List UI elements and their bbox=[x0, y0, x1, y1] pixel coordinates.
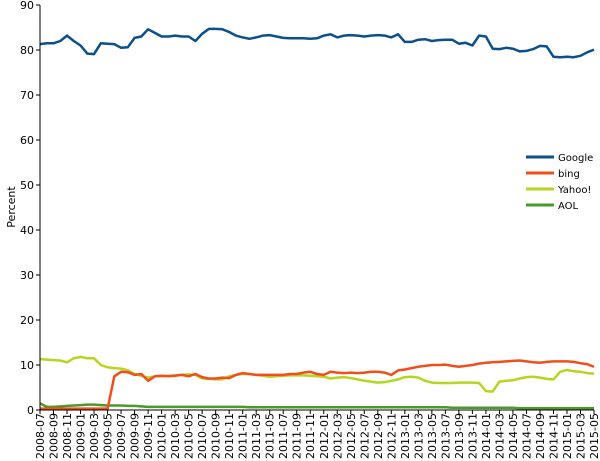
x-tick-label: 2010-07 bbox=[196, 413, 209, 459]
x-tick-label: 2013-05 bbox=[426, 413, 439, 459]
x-tick-label: 2011-05 bbox=[264, 413, 277, 459]
x-tick-label: 2012-01 bbox=[318, 413, 331, 459]
x-tick-label: 2012-09 bbox=[372, 413, 385, 459]
x-tick-label: 2009-03 bbox=[88, 413, 101, 459]
series-line bbox=[39, 402, 594, 410]
y-tick-label: 10 bbox=[20, 359, 34, 372]
x-tick-label: 2010-11 bbox=[223, 413, 236, 459]
x-tick-label: 2015-05 bbox=[588, 413, 600, 459]
y-axis-label: Percent bbox=[5, 186, 18, 228]
x-tick-label: 2011-11 bbox=[304, 413, 317, 459]
legend-label: Google bbox=[558, 153, 593, 164]
y-tick-label: 40 bbox=[20, 224, 34, 237]
y-tick-label: 30 bbox=[20, 269, 34, 282]
y-tick-label: 20 bbox=[20, 314, 34, 327]
x-tick-label: 2009-07 bbox=[115, 413, 128, 459]
x-tick-label: 2011-07 bbox=[277, 413, 290, 459]
y-tick-label: 80 bbox=[20, 44, 34, 57]
x-tick-label: 2011-09 bbox=[291, 413, 304, 459]
x-tick-label: 2012-07 bbox=[358, 413, 371, 459]
x-tick-label: 2014-05 bbox=[507, 413, 520, 459]
legend-label: Yahoo! bbox=[557, 185, 591, 196]
x-tick-label: 2012-11 bbox=[385, 413, 398, 459]
x-tick-label: 2014-07 bbox=[520, 413, 533, 459]
series-line bbox=[39, 27, 595, 59]
x-tick-label: 2013-09 bbox=[453, 413, 466, 459]
x-tick-label: 2011-03 bbox=[250, 413, 263, 459]
x-tick-label: 2010-01 bbox=[156, 413, 169, 459]
y-tick-label: 50 bbox=[20, 179, 34, 192]
x-tick-label: 2010-09 bbox=[210, 413, 223, 459]
x-tick-label: 2013-07 bbox=[439, 413, 452, 459]
x-tick-label: 2015-03 bbox=[574, 413, 587, 459]
y-tick-label: 70 bbox=[20, 89, 34, 102]
x-tick-label: 2013-03 bbox=[412, 413, 425, 459]
x-tick-label: 2009-05 bbox=[102, 413, 115, 459]
x-tick-label: 2013-01 bbox=[399, 413, 412, 459]
legend-label: AOL bbox=[558, 201, 579, 212]
x-tick-label: 2008-09 bbox=[48, 413, 61, 459]
series-line bbox=[40, 359, 595, 410]
y-tick-label: 0 bbox=[27, 404, 34, 417]
x-tick-label: 2009-11 bbox=[142, 413, 155, 459]
x-tick-label: 2010-05 bbox=[183, 413, 196, 459]
y-tick-label: 60 bbox=[20, 134, 34, 147]
x-tick-label: 2015-01 bbox=[561, 413, 574, 459]
x-tick-label: 2008-11 bbox=[61, 413, 74, 459]
x-tick-label: 2012-03 bbox=[331, 413, 344, 459]
x-tick-label: 2013-11 bbox=[466, 413, 479, 459]
x-tick-label: 2012-05 bbox=[345, 413, 358, 459]
y-tick-label: 90 bbox=[20, 0, 34, 12]
legend-label: bing bbox=[558, 169, 580, 180]
x-tick-label: 2010-03 bbox=[169, 413, 182, 459]
x-tick-label: 2014-01 bbox=[480, 413, 493, 459]
x-tick-label: 2009-09 bbox=[129, 413, 142, 459]
x-tick-label: 2009-01 bbox=[75, 413, 88, 459]
x-tick-label: 2008-07 bbox=[34, 413, 47, 459]
x-tick-label: 2014-11 bbox=[547, 413, 560, 459]
x-tick-label: 2014-09 bbox=[534, 413, 547, 459]
x-tick-label: 2014-03 bbox=[493, 413, 506, 459]
x-tick-label: 2011-01 bbox=[237, 413, 250, 459]
